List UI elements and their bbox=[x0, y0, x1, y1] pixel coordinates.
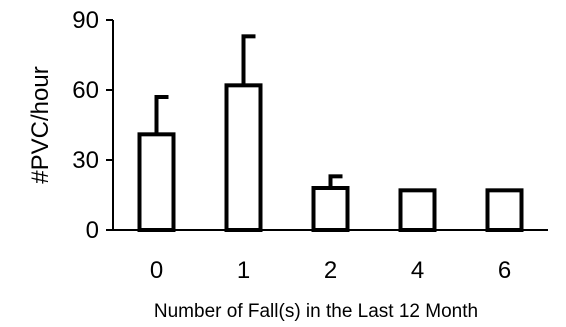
y-tick-label: 90 bbox=[72, 7, 99, 34]
y-tick-label: 30 bbox=[72, 147, 99, 174]
x-category-label: 4 bbox=[411, 257, 424, 284]
x-category-label: 1 bbox=[237, 257, 250, 284]
y-axis-title: #PVC/hour bbox=[27, 66, 54, 183]
x-category-label: 0 bbox=[150, 257, 163, 284]
bars-group bbox=[137, 83, 524, 233]
x-category-label: 2 bbox=[324, 257, 337, 284]
x-axis-title: Number of Fall(s) in the Last 12 Month bbox=[154, 301, 478, 322]
x-category-label: 6 bbox=[498, 257, 511, 284]
error-bars-group bbox=[154, 34, 343, 188]
bar bbox=[224, 83, 263, 233]
bar bbox=[398, 188, 437, 232]
y-tick-label: 0 bbox=[86, 217, 99, 244]
bar bbox=[311, 186, 350, 232]
y-ticks-group: 0 30 60 90 bbox=[72, 7, 113, 244]
x-categories-group: 0 1 2 4 6 bbox=[150, 257, 511, 284]
bar bbox=[485, 188, 524, 232]
y-tick-label: 60 bbox=[72, 77, 99, 104]
bar bbox=[137, 132, 176, 232]
